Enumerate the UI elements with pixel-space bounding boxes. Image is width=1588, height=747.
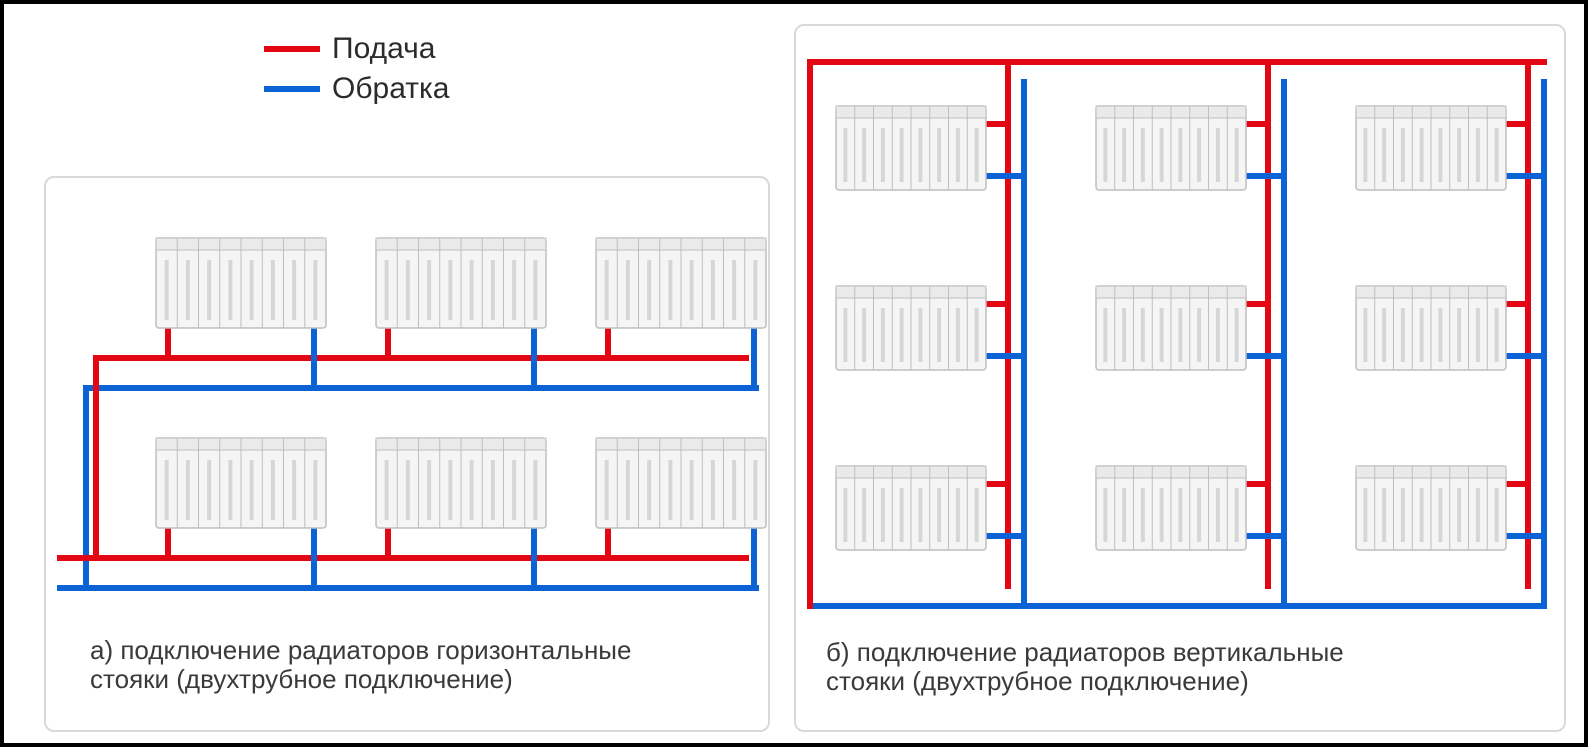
- legend-label-supply: Подача: [332, 32, 435, 66]
- panel-b-caption: б) подключение радиаторов вертикальные с…: [826, 638, 1344, 696]
- legend-swatch-supply: [264, 46, 320, 52]
- radiator: [836, 286, 986, 370]
- radiator: [376, 438, 546, 528]
- panel-a-horizontal: а) подключение радиаторов горизонтальные…: [44, 176, 770, 732]
- legend: Подача Обратка: [264, 32, 449, 112]
- radiator: [1356, 106, 1506, 190]
- radiator: [1096, 466, 1246, 550]
- radiator: [1096, 106, 1246, 190]
- diagram-page: Подача Обратка а) подключение радиаторов…: [0, 0, 1588, 747]
- legend-label-return: Обратка: [332, 72, 449, 106]
- radiator: [1356, 466, 1506, 550]
- panel-b-svg: [796, 26, 1564, 730]
- radiator: [1096, 286, 1246, 370]
- radiator: [836, 106, 986, 190]
- panel-b-vertical: б) подключение радиаторов вертикальные с…: [794, 24, 1566, 732]
- radiator: [376, 238, 546, 328]
- panel-a-caption: а) подключение радиаторов горизонтальные…: [90, 636, 631, 694]
- radiator: [156, 238, 326, 328]
- radiator: [596, 438, 766, 528]
- legend-row-return: Обратка: [264, 72, 449, 106]
- radiator: [156, 438, 326, 528]
- legend-row-supply: Подача: [264, 32, 449, 66]
- radiator: [1356, 286, 1506, 370]
- radiator: [836, 466, 986, 550]
- legend-swatch-return: [264, 86, 320, 92]
- radiator: [596, 238, 766, 328]
